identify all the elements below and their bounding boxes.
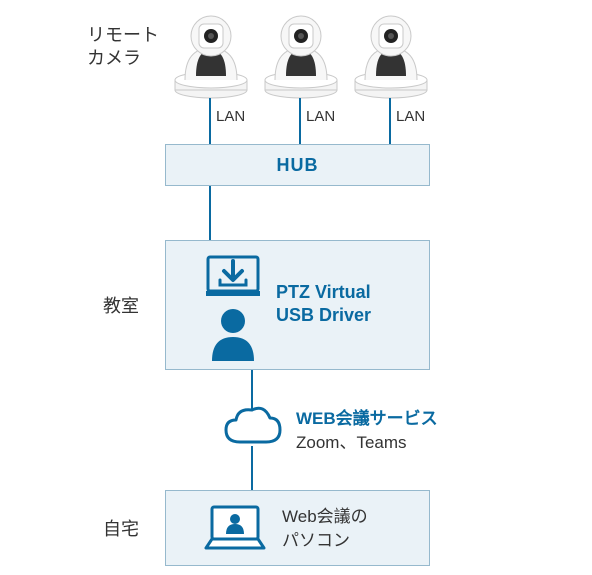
ptz-driver-label: PTZ VirtualUSB Driver <box>276 281 371 328</box>
classroom-label: 教室 <box>103 295 139 318</box>
ptz-driver-text: PTZ VirtualUSB Driver <box>276 282 371 325</box>
remote-camera-label: リモートカメラ <box>87 24 159 71</box>
connector-line <box>389 98 391 144</box>
connector-line <box>209 98 211 144</box>
remote-camera-label-text: リモートカメラ <box>87 25 159 68</box>
download-pc-icon <box>206 255 260 306</box>
hub-box: HUB <box>165 144 430 186</box>
laptop-person-icon <box>204 504 266 559</box>
connector-line <box>209 186 211 240</box>
home-label: 自宅 <box>103 518 139 541</box>
camera-icon <box>172 14 250 105</box>
home-pc-label: Web会議のパソコン <box>282 505 368 553</box>
camera-icon <box>352 14 430 105</box>
web-service-subtitle: Zoom、Teams <box>296 428 407 453</box>
classroom-box: PTZ VirtualUSB Driver <box>165 240 430 370</box>
connector-line <box>251 446 253 490</box>
camera-icon <box>262 14 340 105</box>
web-service-title: WEB会議サービス <box>296 404 438 429</box>
lan-label: LAN <box>396 108 425 125</box>
lan-label: LAN <box>216 108 245 125</box>
hub-label: HUB <box>277 155 319 176</box>
lan-label: LAN <box>306 108 335 125</box>
home-pc-text: Web会議のパソコン <box>282 507 368 550</box>
connector-line <box>299 98 301 144</box>
person-icon <box>210 307 256 366</box>
home-box: Web会議のパソコン <box>165 490 430 566</box>
